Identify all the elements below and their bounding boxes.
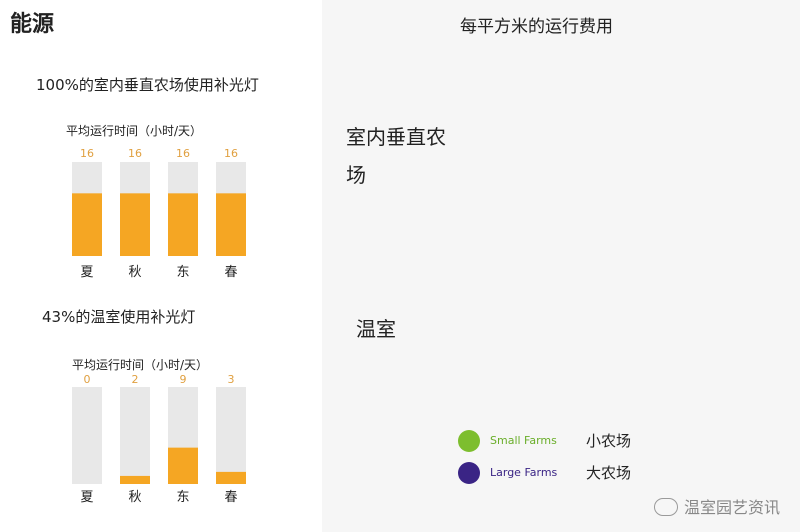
watermark-text: 温室园艺资讯: [683, 498, 780, 517]
bar: [168, 447, 198, 484]
bar-track: [216, 387, 246, 484]
legend-swatch-large: [458, 462, 480, 484]
bar: [72, 193, 102, 256]
section-title-vertical-farms: 100%的室内垂直农场使用补光灯: [36, 76, 259, 94]
category-label: 春: [224, 490, 237, 505]
bar: [120, 193, 150, 256]
bar: [120, 475, 150, 484]
section-title-greenhouses: 43%的温室使用补光灯: [42, 308, 196, 326]
legend-large-en: Large Farms: [490, 466, 558, 479]
bar-track: [120, 387, 150, 484]
data-label: 3: [228, 373, 235, 386]
data-label: 16: [176, 147, 190, 160]
data-label: 16: [128, 147, 142, 160]
data-label: 9: [180, 373, 187, 386]
category-label: 东: [176, 265, 189, 280]
bar: [216, 193, 246, 256]
wechat-icon: [653, 498, 678, 516]
data-label: 16: [224, 147, 238, 160]
bar: [168, 193, 198, 256]
watermark: 温室园艺资讯: [653, 494, 780, 518]
chart-vertical-farm-hours: 16夏16秋16东16春0夏2秋9东3春￥235(占总运营成本的12%)￥547…: [72, 147, 246, 505]
category-label: 东: [176, 490, 189, 505]
legend-large-cn: 大农场: [586, 464, 632, 482]
category-label: 秋: [128, 265, 141, 280]
legend-swatch-small: [458, 430, 480, 452]
data-label: 0: [84, 373, 91, 386]
bar-track: [72, 387, 102, 484]
category-label: 春: [224, 265, 237, 280]
chart1-title: 平均运行时间（小时/天）: [66, 124, 203, 138]
legend-small-cn: 小农场: [586, 432, 632, 450]
bar: [216, 471, 246, 484]
left-panel: [0, 0, 322, 532]
right-panel: [322, 0, 800, 532]
group-label-greenhouse: 温室: [356, 317, 396, 341]
page-title: 能源: [10, 12, 55, 37]
legend-small-en: Small Farms: [490, 434, 557, 447]
group-label-vertical-farm: 室内垂直农场: [346, 125, 446, 187]
data-label: 2: [132, 373, 139, 386]
category-label: 夏: [80, 490, 93, 505]
category-label: 秋: [128, 490, 141, 505]
data-label: 16: [80, 147, 94, 160]
category-label: 夏: [80, 265, 93, 280]
chart2-title: 平均运行时间（小时/天）: [72, 358, 209, 372]
cost-chart-title: 每平方米的运行费用: [460, 17, 613, 37]
